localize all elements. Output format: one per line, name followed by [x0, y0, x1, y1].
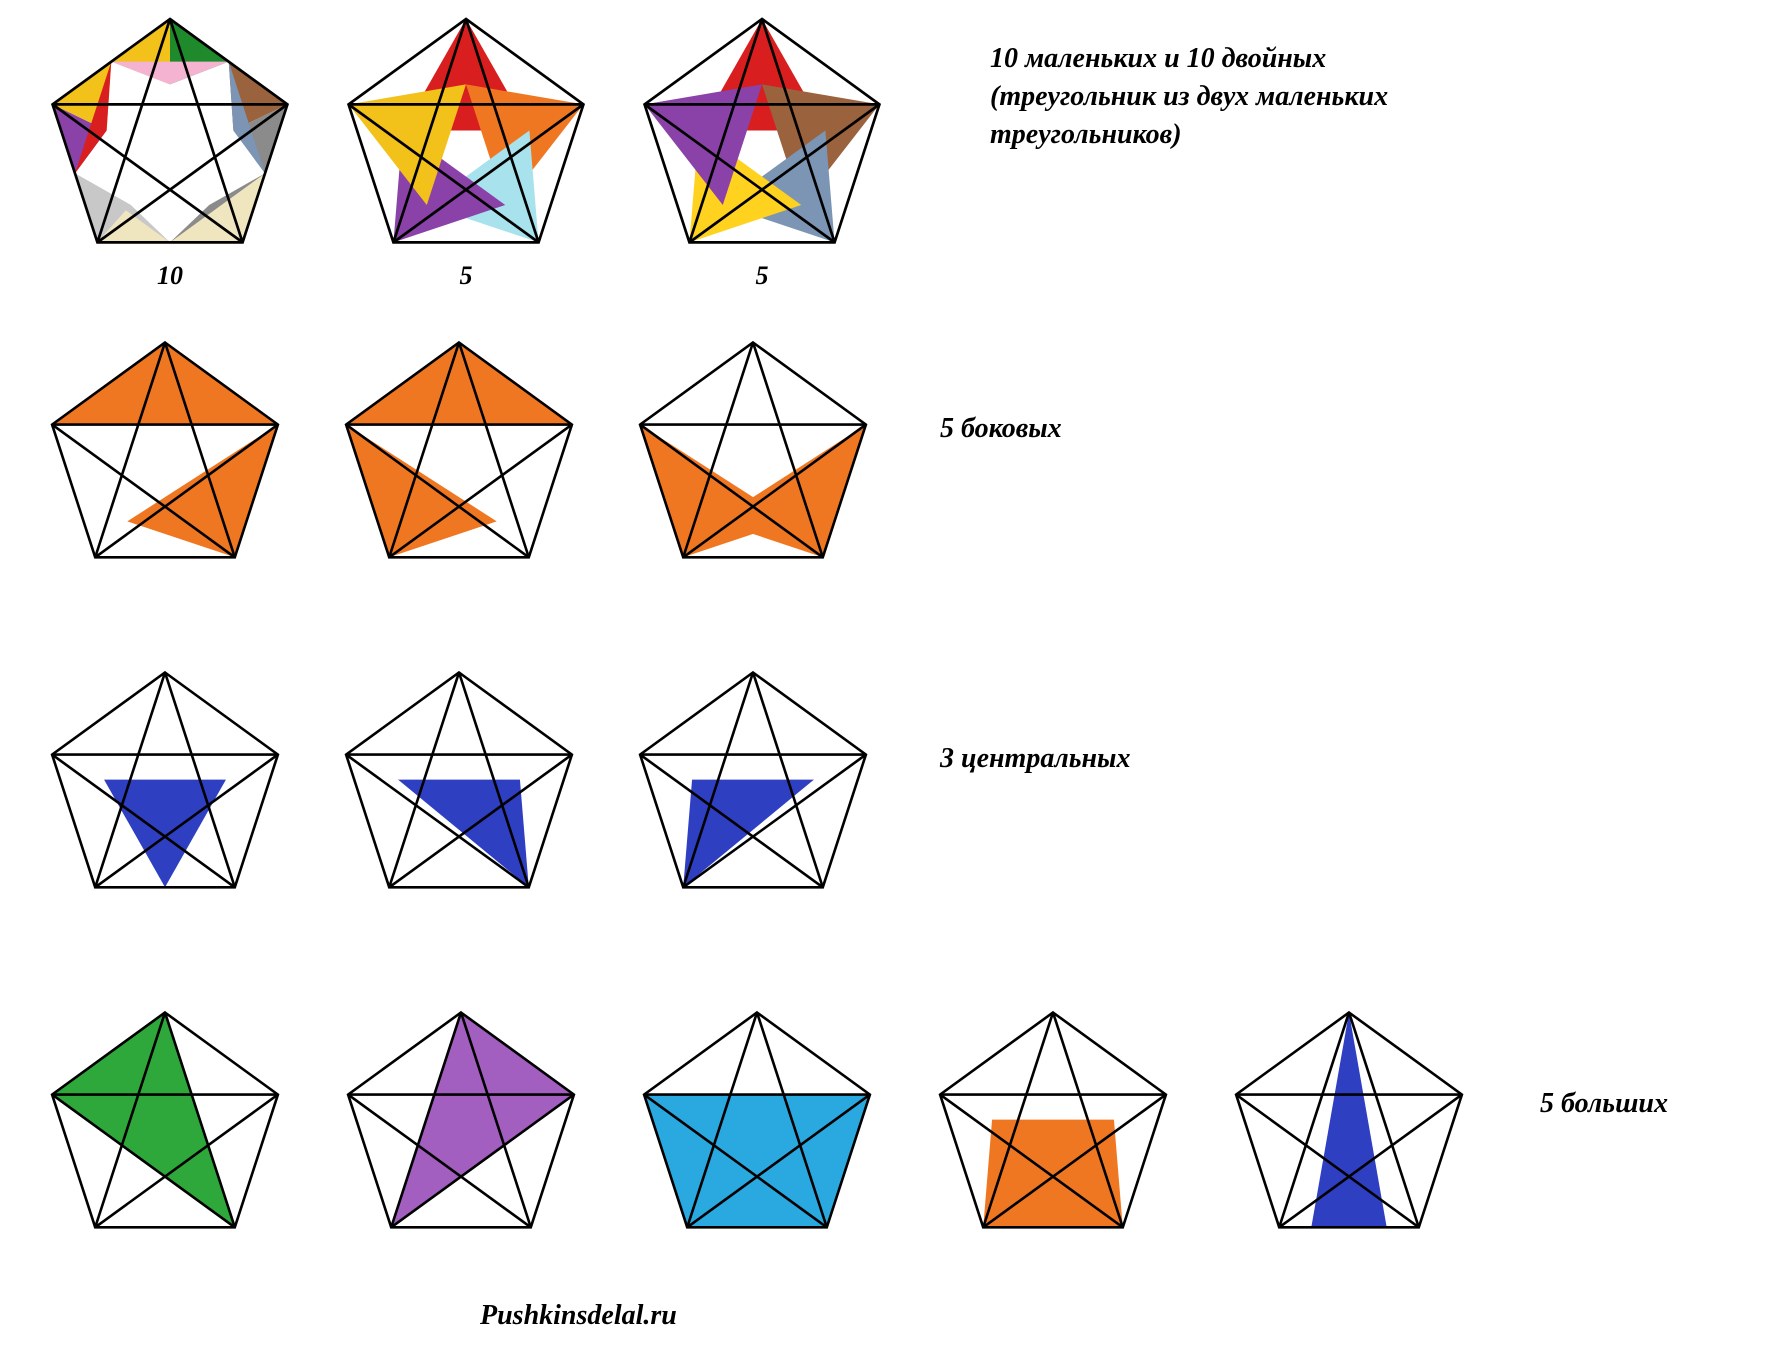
pentagon-r3b — [334, 660, 584, 902]
pentagram-figure — [334, 330, 584, 572]
pentagon-r4c — [632, 1000, 882, 1242]
row-label: 5 боковых — [940, 410, 1062, 448]
pentagon-r4e — [1224, 1000, 1474, 1242]
pentagon-r4d — [928, 1000, 1178, 1242]
pentagon-r4b — [336, 1000, 586, 1242]
pentagon-r3c — [628, 660, 878, 902]
figure-row — [40, 330, 878, 572]
pentagon-r1b: 5 — [336, 6, 596, 291]
pentagram-figure — [40, 1000, 290, 1242]
pentagon-r2b — [334, 330, 584, 572]
pentagram-figure — [628, 660, 878, 902]
pentagram-figure — [40, 660, 290, 902]
pentagon-r4a — [40, 1000, 290, 1242]
pentagon-r2c — [628, 330, 878, 572]
pentagram-figure — [632, 1000, 882, 1242]
footer-credit: Pushkinsdelal.ru — [480, 1300, 677, 1332]
pentagon-caption: 10 — [157, 261, 183, 291]
pentagon-r2a — [40, 330, 290, 572]
pentagon-r1c: 5 — [632, 6, 892, 291]
pentagram-figure — [334, 660, 584, 902]
row-label: 10 маленьких и 10 двойных (треугольник и… — [990, 40, 1410, 153]
pentagon-r3a — [40, 660, 290, 902]
pentagram-figure — [40, 330, 290, 572]
row-label: 3 центральных — [940, 740, 1130, 778]
pentagram-figure — [628, 330, 878, 572]
pentagram-figure — [928, 1000, 1178, 1242]
pentagram-figure — [40, 6, 300, 257]
pentagram-figure — [1224, 1000, 1474, 1242]
figure-row: 10 5 5 — [40, 6, 892, 291]
figure-row — [40, 660, 878, 902]
pentagram-figure — [632, 6, 892, 257]
pentagram-figure — [336, 1000, 586, 1242]
pentagon-caption: 5 — [756, 261, 769, 291]
pentagon-caption: 5 — [460, 261, 473, 291]
pentagram-figure — [336, 6, 596, 257]
pentagon-r1a: 10 — [40, 6, 300, 291]
row-label: 5 больших — [1540, 1085, 1668, 1123]
figure-row — [40, 1000, 1474, 1242]
